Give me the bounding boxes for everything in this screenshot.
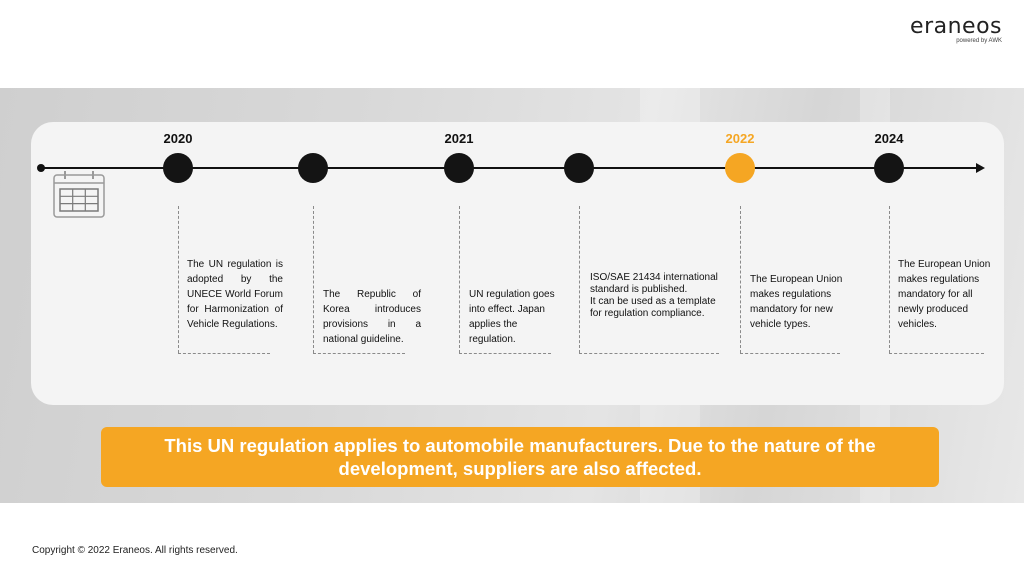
milestone-dot xyxy=(444,153,474,183)
connector-line xyxy=(178,206,179,353)
timeline-panel xyxy=(31,122,1004,405)
milestone-description: The European Union makes regulations man… xyxy=(898,259,991,330)
brand-name: eraneos xyxy=(910,14,1002,39)
timeline-axis xyxy=(40,167,978,169)
calendar-icon xyxy=(53,171,105,218)
milestone-description: UN regulation goes into effect. Japan ap… xyxy=(469,289,555,345)
milestone-description: The UN regulation is adopted by the UNEC… xyxy=(187,259,283,330)
milestone-dot xyxy=(298,153,328,183)
year-label-2024: 2024 xyxy=(874,131,904,146)
milestone-description: The Republic of Korea introduces provisi… xyxy=(323,289,421,345)
connector-line xyxy=(889,353,984,354)
connector-line xyxy=(178,353,270,354)
timeline-start-dot xyxy=(37,164,45,172)
milestone-description: The European Union makes regulations man… xyxy=(750,274,843,330)
copyright-text: Copyright © 2022 Eraneos. All rights res… xyxy=(32,545,238,556)
milestone-dot-highlighted xyxy=(725,153,755,183)
milestone-description: ISO/SAE 21434 international standard is … xyxy=(590,272,718,319)
connector-line xyxy=(313,206,314,353)
connector-line xyxy=(740,206,741,353)
year-label-2020: 2020 xyxy=(163,131,193,146)
connector-line xyxy=(579,206,580,353)
connector-line xyxy=(889,206,890,353)
year-label-2022: 2022 xyxy=(725,131,755,146)
milestone-dot xyxy=(874,153,904,183)
connector-line xyxy=(740,353,840,354)
callout-text: This UN regulation applies to automobile… xyxy=(164,435,876,479)
connector-line xyxy=(459,206,460,353)
callout-banner: This UN regulation applies to automobile… xyxy=(101,427,939,487)
milestone-dot xyxy=(564,153,594,183)
connector-line xyxy=(579,353,719,354)
year-label-2021: 2021 xyxy=(444,131,474,146)
connector-line xyxy=(313,353,405,354)
brand-logo: eraneos powered by AWK xyxy=(910,14,1002,44)
brand-tagline: powered by AWK xyxy=(956,38,1002,44)
timeline-arrow-icon xyxy=(976,163,985,173)
milestone-dot xyxy=(163,153,193,183)
connector-line xyxy=(459,353,551,354)
